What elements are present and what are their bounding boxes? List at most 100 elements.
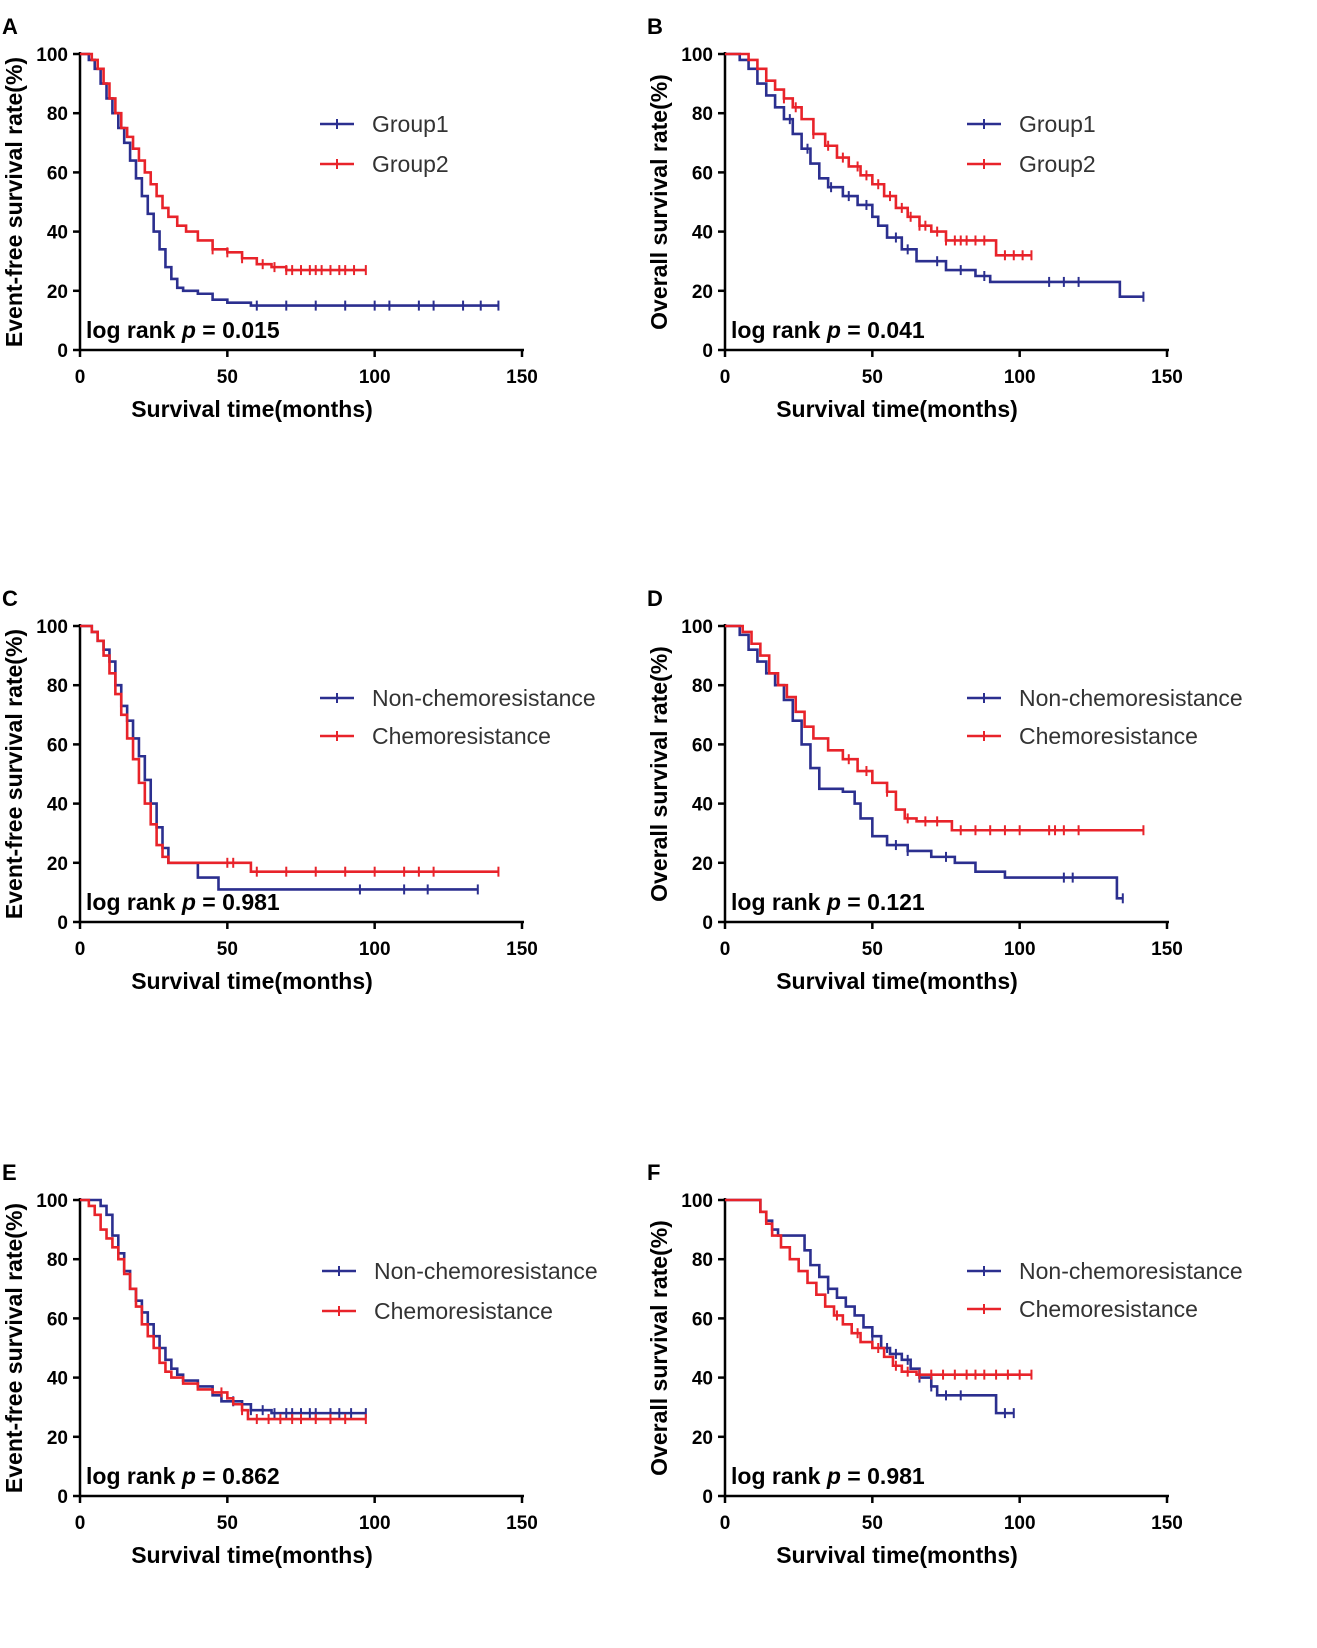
survival-curve [80, 624, 478, 891]
panel-b: B 0 20 40 60 80 100 0 50 100 150 Survival time(mont… [646, 14, 1183, 422]
x-tick-label: 0 [75, 1513, 86, 1534]
log-rank-annotation: log rank p = 0.862 [86, 1463, 280, 1489]
y-tick-label: 20 [692, 1428, 713, 1449]
legend-label: Group1 [1019, 111, 1096, 137]
series-first [80, 1198, 367, 1419]
panel-d: D 0 20 40 60 80 100 0 50 100 150 Survival time(mont… [646, 586, 1243, 994]
panel-f: F 0 20 40 60 80 100 0 50 100 150 Survival time(mont… [646, 1160, 1243, 1568]
x-tick-label: 100 [1004, 367, 1036, 388]
y-tick-label: 80 [692, 104, 713, 125]
series-second [725, 52, 1033, 261]
series-second [80, 1198, 367, 1425]
panel-letter: B [647, 14, 663, 39]
survival-curve [725, 624, 1123, 900]
y-tick-label: 60 [47, 735, 68, 756]
log-rank-annotation: log rank p = 0.981 [86, 889, 280, 915]
log-rank-annotation: log rank p = 0.041 [731, 317, 925, 343]
y-axis-title: Event-free survival rate(%) [1, 1203, 27, 1493]
x-tick-label: 100 [1004, 1513, 1036, 1534]
legend-entry: Non-chemoresistance [322, 1258, 598, 1284]
y-axis-title: Overall survival rate(%) [646, 646, 672, 902]
y-tick-label: 100 [36, 45, 68, 66]
y-tick-label: 40 [692, 223, 713, 244]
legend-entry: Non-chemoresistance [967, 685, 1243, 711]
y-tick-label: 60 [692, 735, 713, 756]
x-tick-label: 100 [1004, 939, 1036, 960]
y-tick-label: 100 [681, 617, 713, 638]
x-tick-label: 0 [75, 939, 86, 960]
x-tick-label: 150 [506, 939, 538, 960]
survival-curve [80, 52, 366, 272]
survival-curve [725, 624, 1144, 832]
series-first [725, 624, 1124, 904]
panel-e: E 0 20 40 60 80 100 0 50 100 150 Survival time(mont… [1, 1160, 598, 1568]
x-tick-label: 0 [75, 367, 86, 388]
y-tick-label: 40 [692, 1369, 713, 1390]
panel-letter: F [647, 1160, 660, 1185]
x-tick-label: 50 [862, 367, 883, 388]
legend-label: Chemoresistance [374, 1298, 553, 1324]
y-tick-label: 100 [36, 1191, 68, 1212]
y-tick-label: 0 [57, 341, 68, 362]
legend-label: Non-chemoresistance [1019, 685, 1243, 711]
panel-c: C 0 20 40 60 80 100 0 50 100 150 Survival time(mont… [1, 586, 596, 994]
legend-entry: Group2 [967, 151, 1096, 177]
x-tick-label: 50 [862, 1513, 883, 1534]
y-tick-label: 0 [57, 913, 68, 934]
series-first [725, 52, 1145, 302]
x-tick-label: 50 [217, 1513, 238, 1534]
y-tick-label: 80 [47, 676, 68, 697]
x-tick-label: 50 [862, 939, 883, 960]
survival-curve [725, 1198, 1032, 1376]
x-tick-label: 100 [359, 367, 391, 388]
y-tick-label: 20 [47, 854, 68, 875]
survival-curve [725, 52, 1144, 299]
x-axis-title: Survival time(months) [776, 396, 1018, 422]
survival-curve [80, 624, 499, 873]
legend-label: Group2 [372, 151, 449, 177]
y-tick-label: 0 [702, 1487, 713, 1508]
survival-curve [80, 52, 499, 307]
log-rank-annotation: log rank p = 0.015 [86, 317, 280, 343]
log-rank-annotation: log rank p = 0.981 [731, 1463, 925, 1489]
y-tick-label: 40 [692, 795, 713, 816]
x-axis-title: Survival time(months) [131, 1542, 373, 1568]
x-axis-title: Survival time(months) [776, 1542, 1018, 1568]
x-tick-label: 0 [720, 367, 731, 388]
x-tick-label: 100 [359, 939, 391, 960]
y-tick-label: 40 [47, 1369, 68, 1390]
legend-entry: Non-chemoresistance [320, 685, 596, 711]
panel-a: A 0 20 40 60 80 100 0 50 100 150 Survival time(mont… [1, 14, 538, 422]
y-tick-label: 40 [47, 795, 68, 816]
y-tick-label: 0 [702, 341, 713, 362]
x-tick-label: 150 [1151, 939, 1183, 960]
survival-curve [725, 1198, 1014, 1415]
y-tick-label: 20 [47, 282, 68, 303]
legend-label: Chemoresistance [1019, 723, 1198, 749]
legend-label: Group1 [372, 111, 449, 137]
y-tick-label: 80 [47, 1250, 68, 1271]
y-tick-label: 100 [36, 617, 68, 638]
legend-entry: Group2 [320, 151, 449, 177]
legend-label: Non-chemoresistance [372, 685, 596, 711]
legend-label: Chemoresistance [1019, 1296, 1198, 1322]
y-tick-label: 40 [47, 223, 68, 244]
x-tick-label: 50 [217, 367, 238, 388]
y-tick-label: 80 [692, 1250, 713, 1271]
x-axis-title: Survival time(months) [131, 396, 373, 422]
y-tick-label: 60 [47, 163, 68, 184]
legend-entry: Chemoresistance [322, 1298, 553, 1324]
y-tick-label: 100 [681, 1191, 713, 1212]
y-tick-label: 80 [692, 676, 713, 697]
legend-label: Non-chemoresistance [374, 1258, 598, 1284]
panel-letter: D [647, 586, 663, 611]
series-second [80, 624, 500, 877]
legend-label: Chemoresistance [372, 723, 551, 749]
y-axis-title: Overall survival rate(%) [646, 74, 672, 330]
legend-entry: Chemoresistance [967, 1296, 1198, 1322]
x-tick-label: 150 [506, 367, 538, 388]
panel-letter: C [2, 586, 18, 611]
series-first [80, 52, 500, 311]
legend-label: Non-chemoresistance [1019, 1258, 1243, 1284]
